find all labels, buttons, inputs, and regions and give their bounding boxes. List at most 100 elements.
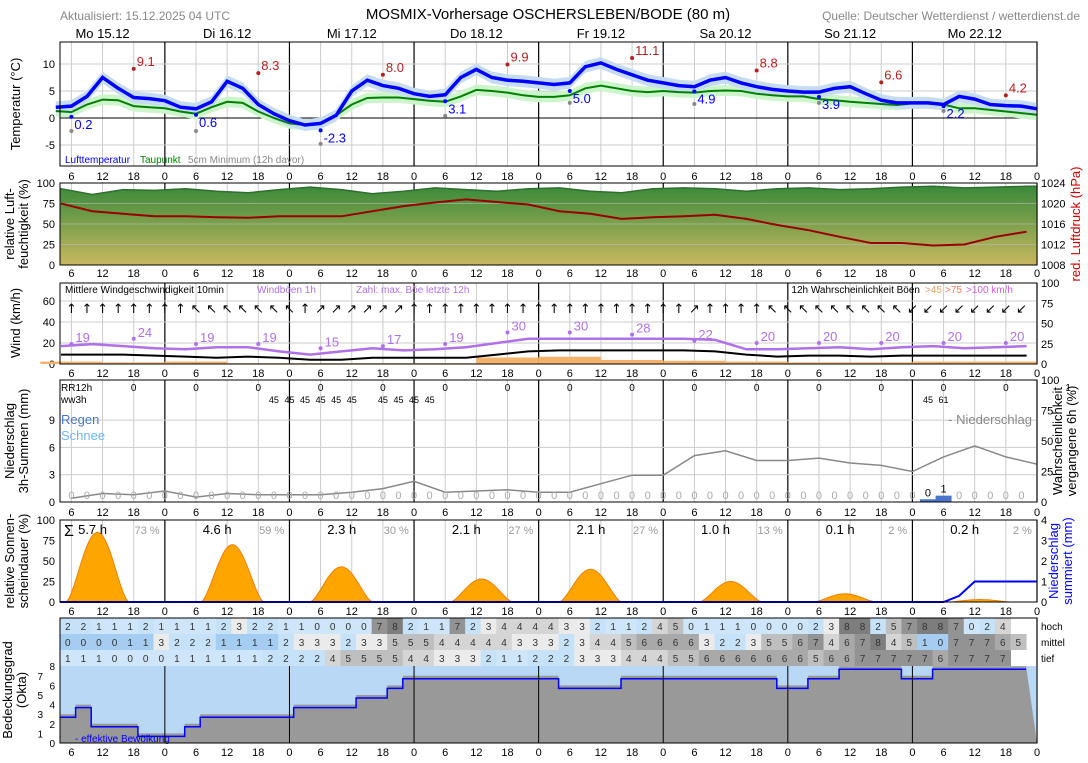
min-temp-label: 3.9: [822, 97, 840, 112]
y-tick-label: 0: [49, 113, 55, 125]
wind-direction-arrow-icon: ↑: [611, 302, 622, 317]
hour-tick-label: 0: [286, 171, 292, 183]
cloud-okta-value: 6: [938, 654, 944, 665]
cloud-okta-value: 3: [236, 622, 242, 633]
cloud-cell-mittel: [418, 634, 435, 650]
cloud-okta-value: 7: [906, 654, 912, 665]
hour-tick-label: 0: [785, 747, 791, 759]
cloud-okta-value: 3: [579, 638, 585, 649]
rr12h-value: 0: [816, 383, 822, 394]
cloud-okta-value: 0: [112, 654, 118, 665]
wind-direction-arrow-icon: ↖: [891, 302, 902, 317]
wind-direction-arrow-icon: ↗: [689, 302, 700, 317]
hour-tick-label: 6: [193, 268, 199, 280]
cloud-okta-value: 1: [143, 638, 149, 649]
hour-tick-label: 6: [816, 368, 822, 380]
y-tick-label: 5: [49, 86, 55, 98]
cloud-cell-tief: [293, 650, 310, 666]
max-temp-label: 9.9: [510, 50, 528, 65]
hour-tick-label: 0: [286, 268, 292, 280]
cloud-cell-tief: [246, 650, 264, 666]
y-tick-label: 3: [49, 470, 55, 482]
rr12h-value: 0: [442, 383, 448, 394]
wind-direction-arrow-icon: ↑: [533, 302, 544, 317]
hour-tick-label: 18: [1000, 171, 1012, 183]
hour-tick-label: 6: [567, 268, 573, 280]
cloud-okta-value: 7: [891, 654, 897, 665]
y-axis-label: Niederschlag: [2, 403, 17, 479]
cloud-cell-hoch: [558, 618, 575, 634]
cloud-okta-value: 1: [501, 654, 507, 665]
cloud-row-label: hoch: [1041, 622, 1063, 633]
cloud-cell-hoch: [714, 618, 731, 634]
cloud-cell-mittel: [231, 634, 248, 650]
cloud-okta-value: 0: [797, 622, 803, 633]
precip-sum-label: 0: [722, 490, 728, 502]
y-axis-label: Bedeckungsgrad: [0, 641, 15, 739]
precip-sum-label: 0: [115, 490, 121, 502]
hour-tick-label: 0: [162, 507, 168, 519]
cloud-okta-value: 6: [642, 638, 648, 649]
cloud-cell-mittel: [60, 634, 77, 650]
humidity-line: [60, 185, 1037, 196]
hour-tick-label: 0: [411, 268, 417, 280]
cloud-cell-tief: [917, 650, 934, 666]
precip-sum-label: 0: [255, 490, 261, 502]
cloud-cell-mittel: [527, 634, 544, 650]
hour-tick-label: 18: [626, 747, 638, 759]
daily-sunshine-hours: 0.1 h: [826, 522, 855, 537]
cloud-okta-value: 2: [299, 654, 305, 665]
cloud-cell-tief: [340, 650, 357, 666]
cloud-okta-value: 4: [408, 654, 414, 665]
panel-frame: [59, 182, 1038, 266]
cloud-okta-value: 2: [564, 654, 570, 665]
cloud-cell-mittel: [246, 634, 264, 650]
hour-tick-label: 6: [940, 368, 946, 380]
cloud-cell-tief: [309, 650, 326, 666]
hour-tick-label: 6: [68, 747, 74, 759]
hour-tick-label: 6: [318, 268, 324, 280]
sunshine-area: [557, 568, 624, 603]
hour-tick-label: 12: [719, 368, 731, 380]
wind-direction-arrow-icon: ↑: [97, 302, 108, 317]
cloud-okta-value: 3: [299, 638, 305, 649]
hour-tick-label: 18: [875, 606, 887, 618]
air-temperature-line: [55, 61, 1038, 127]
wind-direction-arrow-icon: ↖: [191, 302, 202, 317]
cloud-okta-value: 5: [673, 654, 679, 665]
ground-min-point: [692, 101, 697, 106]
panel-frame: [59, 282, 1038, 365]
hour-tick-label: 12: [221, 606, 233, 618]
wind-direction-arrow-icon: ↖: [782, 302, 793, 317]
cloud-okta-value: 3: [361, 638, 367, 649]
cloud-cell-hoch: [480, 618, 497, 634]
cloud-cell-tief: [543, 650, 560, 666]
hour-tick-label: 12: [844, 268, 856, 280]
sunshine-area: [450, 578, 513, 603]
hour-tick-label: 0: [286, 747, 292, 759]
mean-wind-line: [61, 349, 1027, 361]
wind-direction-arrow-icon: ↑: [627, 302, 638, 317]
cloud-okta-value: 4: [455, 638, 461, 649]
legend-p100: >100 km/h: [966, 285, 1013, 296]
cloud-cell-hoch: [885, 618, 902, 634]
precip-sum-label: 0: [504, 490, 510, 502]
cloud-cell-hoch: [761, 618, 778, 634]
hour-tick-label: 12: [470, 507, 482, 519]
cloud-okta-value: 2: [735, 638, 741, 649]
cloud-okta-value: 0: [127, 654, 133, 665]
cloud-cell-hoch: [418, 618, 435, 634]
cloud-cell-hoch: [683, 618, 700, 634]
wind-direction-arrow-icon: ↑: [751, 302, 762, 317]
cloud-okta-value: 3: [314, 638, 320, 649]
hour-tick-label: 12: [346, 747, 358, 759]
hour-tick-label: 12: [346, 507, 358, 519]
hour-tick-label: 18: [377, 368, 389, 380]
y-tick-label: 60: [43, 296, 55, 308]
weather-code: 45: [316, 395, 326, 405]
weather-code: 45: [347, 395, 357, 405]
cloud-okta-value: 2: [268, 622, 274, 633]
wind-direction-arrow-icon: ↙: [938, 302, 949, 317]
max-gust-point: [692, 338, 697, 343]
cloud-cell-tief: [901, 650, 918, 666]
